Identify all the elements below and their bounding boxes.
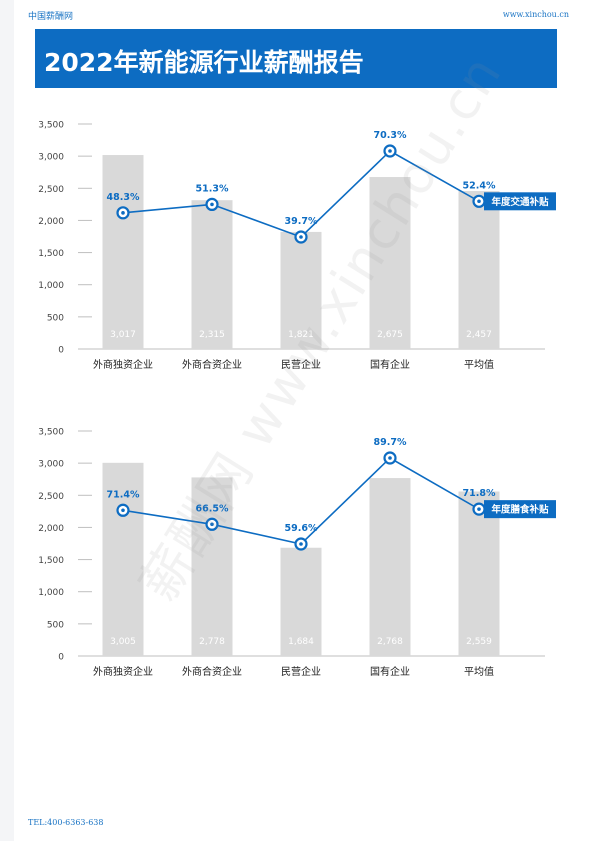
y-tick-label: 3,000	[38, 460, 64, 470]
bar-value-label: 1,684	[288, 637, 314, 647]
line-point-dot	[121, 508, 125, 513]
line-point-label: 48.3%	[107, 192, 140, 203]
bar	[280, 547, 322, 656]
series-legend-tag	[484, 192, 556, 211]
bar-value-label: 2,778	[199, 637, 225, 647]
x-category-label: 民营企业	[281, 358, 321, 371]
bar-value-label: 2,768	[377, 637, 403, 647]
bar-value-label: 2,315	[199, 330, 225, 340]
line-point-dot	[210, 522, 214, 527]
y-tick-label: 2,000	[38, 524, 64, 534]
line-point-dot	[121, 211, 125, 215]
bar-value-label: 3,017	[110, 330, 136, 340]
left-margin-strip	[0, 0, 14, 841]
line-point-dot	[477, 507, 481, 511]
y-tick-label: 1,500	[38, 249, 64, 259]
bar-value-label: 3,005	[110, 637, 136, 647]
meal-allowance-chart: 0 500 1,000 1,500 2,000 2,500 3,000 3,500 3,005 2…	[38, 428, 556, 678]
y-tick-label: 500	[47, 313, 64, 323]
line-point-label: 51.3%	[196, 183, 229, 194]
x-category-label: 外商独资企业	[93, 665, 153, 678]
y-tick-label: 3,500	[38, 121, 64, 131]
header-site-name: 中国薪酬网	[28, 12, 74, 22]
x-category-label: 外商独资企业	[93, 358, 153, 371]
bar-value-label: 2,457	[466, 330, 492, 340]
bar	[280, 231, 322, 349]
footer-tel: TEL:400-6363-638	[28, 818, 104, 827]
line-point-dot	[477, 199, 481, 204]
line-point-label: 71.8%	[463, 488, 496, 499]
bar	[191, 477, 233, 656]
x-category-label: 民营企业	[281, 665, 321, 678]
series-legend-label: 年度交通补贴	[491, 196, 549, 208]
title-banner: 2022年新能源行业薪酬报告	[35, 29, 557, 88]
transport-allowance-chart: 0 500 1,000 1,500 2,000 2,500 3,000 3,500 3,017 2…	[38, 121, 556, 371]
y-tick-label: 500	[47, 620, 64, 630]
bar	[458, 491, 500, 656]
bar	[369, 177, 411, 349]
x-category-label: 外商合资企业	[182, 665, 242, 678]
y-tick-label: 2,500	[38, 492, 64, 502]
bar	[102, 155, 144, 349]
line-point-label: 71.4%	[107, 489, 140, 500]
x-category-label: 外商合资企业	[182, 358, 242, 371]
x-category-label: 平均值	[464, 358, 494, 371]
line-point-label: 89.7%	[374, 437, 407, 448]
page-title: 2022年新能源行业薪酬报告	[44, 48, 364, 77]
y-tick-label: 2,500	[38, 185, 64, 195]
y-tick-label: 3,000	[38, 153, 64, 163]
bar	[458, 191, 500, 349]
line-point-dot	[388, 456, 392, 460]
y-tick-label: 3,500	[38, 428, 64, 438]
header-site-url: www.xinchou.cn	[502, 10, 569, 19]
y-tick-label: 2,000	[38, 217, 64, 227]
line-point-dot	[299, 235, 303, 239]
line-point-label: 59.6%	[285, 523, 318, 534]
line-point-dot	[299, 542, 303, 546]
bar-value-label: 2,675	[377, 330, 403, 340]
line-point-dot	[388, 149, 392, 153]
line-point-label: 70.3%	[374, 130, 407, 141]
x-category-label: 平均值	[464, 665, 494, 678]
y-tick-label: 1,000	[38, 281, 64, 291]
line-point-dot	[210, 202, 214, 207]
series-legend-label: 年度膳食补贴	[491, 504, 549, 516]
y-tick-label: 1,000	[38, 588, 64, 598]
y-tick-label: 0	[58, 653, 64, 663]
y-tick-label: 0	[58, 346, 64, 356]
x-category-label: 国有企业	[370, 665, 410, 678]
line-point-label: 66.5%	[196, 503, 229, 514]
line-point-label: 52.4%	[463, 180, 496, 191]
bar	[369, 478, 411, 656]
line-point-label: 39.7%	[285, 216, 318, 227]
x-category-label: 国有企业	[370, 358, 410, 371]
bar-value-label: 1,821	[288, 330, 314, 340]
bar	[102, 462, 144, 656]
y-tick-label: 1,500	[38, 556, 64, 566]
bar-value-label: 2,559	[466, 637, 492, 647]
series-legend-tag	[484, 500, 556, 519]
bar	[191, 200, 233, 349]
